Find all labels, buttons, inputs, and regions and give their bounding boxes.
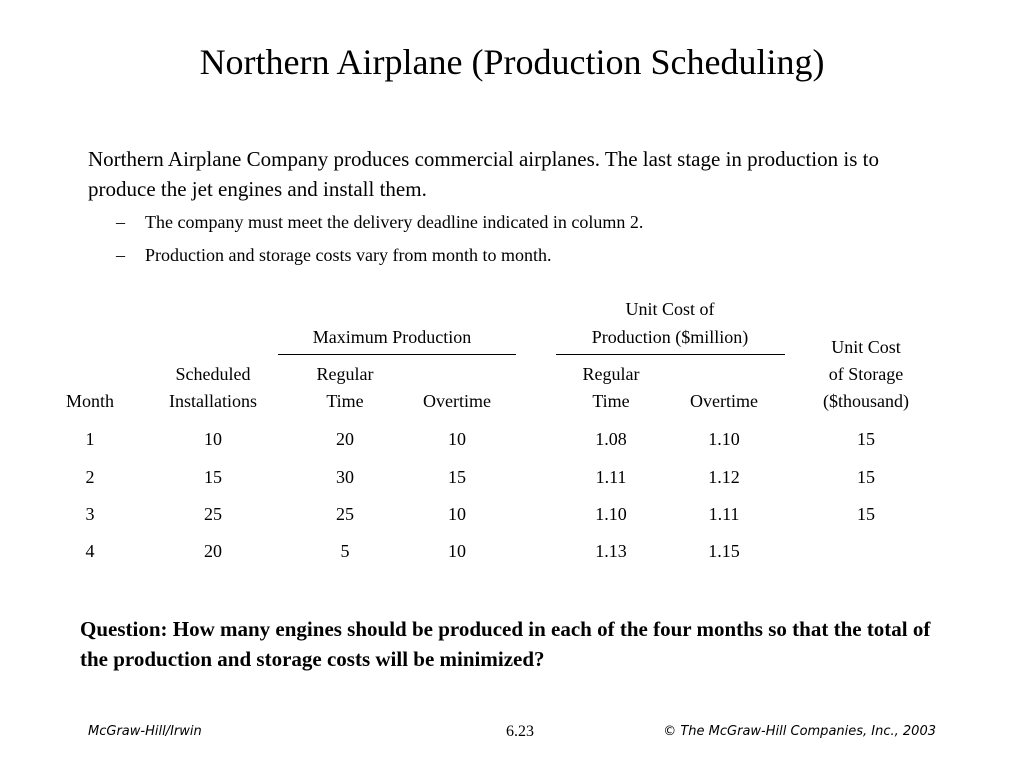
footer-page-number: 6.23: [506, 723, 534, 740]
cell-storage: 15: [857, 429, 875, 449]
bullet-dash: –: [116, 212, 125, 232]
cell-max-overtime: 10: [448, 541, 466, 561]
column-header-cost-regular-2: Time: [592, 391, 630, 411]
column-header-overtime: Overtime: [423, 391, 491, 411]
column-header-regular-1: Regular: [316, 364, 374, 384]
cell-scheduled: 25: [204, 504, 222, 524]
cell-max-regular: 5: [340, 541, 350, 561]
cell-cost-regular: 1.10: [595, 504, 627, 524]
cell-cost-regular: 1.08: [595, 429, 627, 449]
header-rule-unit-cost-production: [556, 354, 785, 355]
bullet-text: Production and storage costs vary from m…: [145, 245, 552, 265]
cell-max-regular: 30: [336, 467, 354, 487]
bullet-dash: –: [116, 245, 125, 265]
cell-month: 1: [85, 429, 95, 449]
intro-paragraph: Northern Airplane Company produces comme…: [88, 147, 879, 201]
cell-cost-overtime: 1.15: [708, 541, 740, 561]
column-header-scheduled-1: Scheduled: [175, 364, 251, 384]
column-header-month: Month: [65, 391, 114, 411]
header-maximum-production: Maximum Production: [312, 327, 472, 347]
column-header-regular-2: Time: [326, 391, 364, 411]
slide-title: Northern Airplane (Production Scheduling…: [199, 42, 825, 82]
cell-cost-overtime: 1.11: [708, 504, 740, 524]
cell-max-overtime: 10: [448, 504, 466, 524]
cell-storage: 15: [857, 467, 875, 487]
header-unit-cost-storage-1: Unit Cost: [831, 337, 901, 357]
cell-max-regular: 20: [336, 429, 354, 449]
bullet-text: The company must meet the delivery deadl…: [145, 212, 644, 232]
cell-scheduled: 20: [204, 541, 222, 561]
header-unit-cost-production-2: Production ($million): [591, 327, 749, 347]
cell-scheduled: 10: [204, 429, 222, 449]
footer-copyright: © The McGraw-Hill Companies, Inc., 2003: [663, 724, 936, 739]
cell-storage: 15: [857, 504, 875, 524]
cell-month: 3: [85, 504, 95, 524]
header-unit-cost-storage-3: ($thousand): [823, 391, 909, 411]
column-header-cost-regular-1: Regular: [582, 364, 640, 384]
cell-max-regular: 25: [336, 504, 354, 524]
cell-cost-regular: 1.13: [595, 541, 627, 561]
cell-max-overtime: 10: [448, 429, 466, 449]
cell-month: 2: [85, 467, 95, 487]
footer-publisher: McGraw-Hill/Irwin: [88, 724, 202, 739]
cell-cost-regular: 1.11: [595, 467, 627, 487]
column-header-scheduled-2: Installations: [169, 391, 257, 411]
header-unit-cost-production-1: Unit Cost of: [625, 299, 715, 319]
header-rule-max-production: [278, 354, 516, 355]
cell-cost-overtime: 1.12: [708, 467, 740, 487]
cell-max-overtime: 15: [448, 467, 466, 487]
cell-cost-overtime: 1.10: [708, 429, 740, 449]
cell-month: 4: [85, 541, 95, 561]
column-header-cost-overtime: Overtime: [690, 391, 758, 411]
cell-scheduled: 15: [204, 467, 222, 487]
question-text: Question: How many engines should be pro…: [80, 617, 931, 671]
header-unit-cost-storage-2: of Storage: [828, 364, 904, 384]
